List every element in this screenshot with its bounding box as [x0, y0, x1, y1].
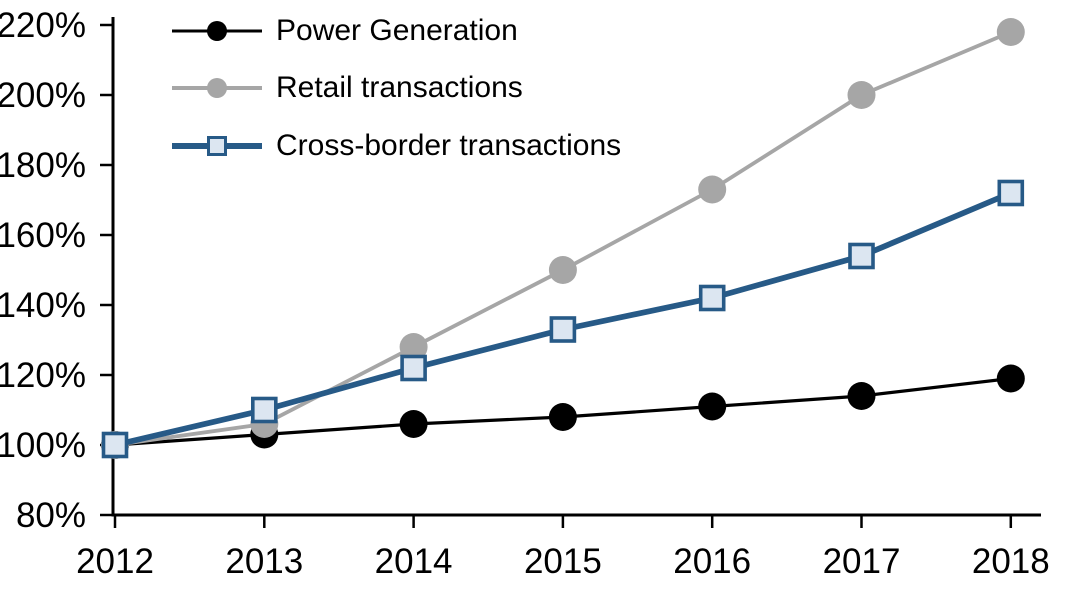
retail-transactions-series-swatch-icon	[172, 65, 262, 111]
black-circle-marker-icon	[207, 21, 227, 41]
y-axis-tick-label: 100%	[0, 426, 86, 465]
marker-cross-border-transactions-2017	[848, 242, 875, 270]
marker-cross-border-transactions-2012	[101, 431, 129, 459]
x-axis-tick-label: 2018	[972, 542, 1050, 581]
cross-border-series-swatch-icon	[172, 123, 262, 169]
marker-cross-border-transactions-2014	[400, 354, 427, 382]
marker-power-generation-2018	[996, 364, 1025, 393]
marker-power-generation-2015	[548, 403, 577, 431]
legend-item-retail-transactions: Retail transactions	[172, 65, 523, 111]
x-axis-tick-label: 2014	[375, 542, 453, 581]
legend-label-retail-transactions: Retail transactions	[276, 71, 523, 104]
legend-item-power-generation: Power Generation	[172, 8, 518, 54]
y-axis-tick-label: 200%	[0, 76, 86, 115]
y-axis-tick-label: 80%	[16, 496, 86, 535]
y-axis-tick-label: 140%	[0, 286, 86, 325]
y-axis-tick-label: 220%	[0, 6, 86, 45]
marker-power-generation-2016	[698, 392, 727, 421]
power-generation-series-swatch-icon	[172, 8, 262, 54]
blue-square-marker-icon	[207, 136, 227, 156]
y-axis-tick-label: 180%	[0, 146, 86, 185]
marker-retail-transactions-2015	[548, 256, 577, 284]
marker-retail-transactions-2017	[847, 81, 876, 109]
marker-retail-transactions-2014	[399, 333, 428, 361]
marker-power-generation-2017	[847, 382, 876, 410]
legend-label-power-generation: Power Generation	[276, 14, 518, 47]
x-axis-tick-label: 2013	[225, 542, 303, 581]
x-axis-tick-label: 2012	[76, 542, 154, 581]
legend-label-cross-border-transactions: Cross-border transactions	[276, 129, 622, 162]
x-axis-tick-label: 2015	[524, 542, 602, 581]
marker-cross-border-transactions-2016	[698, 284, 726, 312]
marker-cross-border-transactions-2013	[251, 396, 278, 424]
y-axis-tick-label: 120%	[0, 356, 86, 395]
legend-item-cross-border-transactions: Cross-border transactions	[172, 123, 621, 169]
marker-retail-transactions-2018	[996, 18, 1025, 46]
marker-retail-transactions-2016	[698, 175, 727, 204]
x-axis-tick-label: 2016	[673, 542, 751, 581]
marker-cross-border-transactions-2018	[997, 179, 1025, 207]
marker-power-generation-2014	[399, 410, 428, 438]
x-axis-tick-label: 2017	[823, 542, 901, 581]
gray-circle-marker-icon	[207, 78, 227, 98]
marker-cross-border-transactions-2015	[549, 316, 577, 343]
y-axis-tick-label: 160%	[0, 216, 86, 255]
